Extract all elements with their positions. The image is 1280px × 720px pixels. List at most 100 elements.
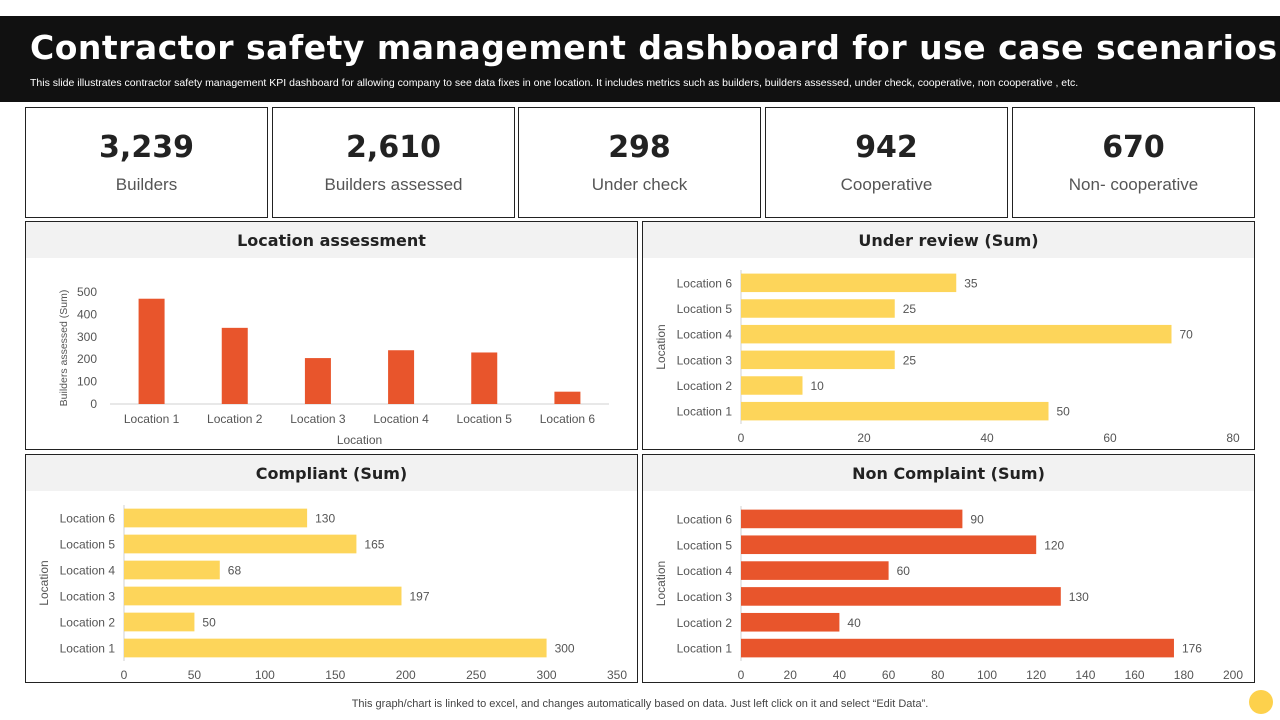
x-tick-label: 120: [1026, 668, 1046, 682]
y-axis-label: Location: [654, 324, 668, 369]
data-label: 40: [847, 616, 861, 630]
bar: [388, 350, 415, 404]
bar: [124, 612, 195, 632]
data-label: 60: [897, 564, 911, 578]
y-tick-label: Location 5: [60, 538, 116, 552]
x-tick-label: 300: [537, 668, 557, 682]
kpi-card-cooperative: 942 Cooperative: [765, 107, 1008, 218]
y-tick-label: Location 3: [60, 590, 116, 604]
x-tick-label: 50: [188, 668, 202, 682]
bar: [124, 638, 547, 658]
kpi-label: Builders assessed: [324, 175, 463, 194]
x-tick-label: Location 2: [207, 412, 263, 426]
bar: [741, 612, 840, 632]
x-tick-label: 200: [1223, 668, 1243, 682]
x-axis-label: Location: [337, 433, 382, 447]
kpi-card-non-cooperative: 670 Non- cooperative: [1012, 107, 1255, 218]
y-tick-label: 500: [77, 285, 97, 299]
x-tick-label: Location 1: [124, 412, 180, 426]
data-label: 70: [1180, 328, 1194, 342]
y-tick-label: Location 3: [677, 353, 733, 367]
x-tick-label: 60: [882, 668, 896, 682]
bar: [741, 638, 1174, 658]
y-tick-label: Location 4: [60, 564, 116, 578]
x-tick-label: 80: [1226, 431, 1240, 445]
x-tick-label: 40: [833, 668, 847, 682]
y-tick-label: Location 5: [677, 538, 733, 552]
y-tick-label: Location 2: [677, 616, 733, 630]
bar: [741, 587, 1061, 606]
y-tick-label: 400: [77, 307, 97, 321]
under-review-panel: Under review (Sum) Location 1 50 Location …: [642, 221, 1255, 450]
x-tick-label: 0: [121, 668, 128, 682]
chart-title: Location assessment: [26, 222, 637, 258]
kpi-card-under-check: 298 Under check: [518, 107, 761, 218]
x-tick-label: 20: [857, 431, 871, 445]
data-label: 50: [202, 616, 216, 630]
page-title: Contractor safety management dashboard f…: [30, 28, 1278, 67]
y-tick-label: Location 5: [677, 302, 733, 316]
kpi-label: Non- cooperative: [1068, 175, 1199, 194]
bar: [124, 508, 308, 528]
data-label: 130: [1069, 590, 1089, 604]
bar: [124, 534, 357, 554]
data-label: 176: [1182, 642, 1202, 656]
bar: [124, 560, 220, 580]
bar: [124, 586, 402, 606]
x-tick-label: Location 4: [373, 412, 429, 426]
non-compliant-chart: Location 1 176 Location 2 40 Location 3 130 Lo…: [654, 506, 1243, 682]
data-label: 25: [903, 353, 917, 367]
bar: [304, 358, 331, 404]
data-label: 10: [811, 379, 825, 393]
x-tick-label: 0: [738, 668, 745, 682]
y-tick-label: Location 2: [677, 379, 733, 393]
kpi-label: Under check: [591, 175, 688, 194]
kpi-value: 3,239: [99, 130, 194, 165]
x-tick-label: 20: [784, 668, 798, 682]
data-label: 68: [228, 564, 242, 578]
x-tick-label: 350: [607, 668, 627, 682]
x-tick-label: 100: [977, 668, 997, 682]
bar: [741, 561, 889, 580]
data-label: 35: [964, 276, 978, 290]
x-tick-label: 0: [738, 431, 745, 445]
data-label: 120: [1044, 538, 1064, 552]
x-tick-label: 250: [466, 668, 486, 682]
y-tick-label: Location 4: [677, 564, 733, 578]
y-tick-label: 0: [90, 397, 97, 411]
page-subtitle: This slide illustrates contractor safety…: [30, 77, 1079, 89]
decorative-dot: [1249, 690, 1273, 714]
y-tick-label: Location 2: [60, 616, 116, 630]
y-axis-label: Builders assessed (Sum): [58, 290, 70, 407]
bar: [741, 376, 803, 395]
x-tick-label: 200: [396, 668, 416, 682]
data-label: 90: [970, 512, 984, 526]
x-tick-label: 180: [1174, 668, 1194, 682]
y-tick-label: Location 1: [677, 642, 733, 656]
footer-note: This graph/chart is linked to excel, and…: [351, 698, 929, 710]
y-tick-label: Location 6: [677, 512, 733, 526]
bar: [741, 324, 1172, 344]
under-review-chart: Location 1 50 Location 2 10 Location 3 25 Loca…: [654, 270, 1240, 445]
x-tick-label: 140: [1075, 668, 1095, 682]
kpi-value: 298: [608, 130, 671, 165]
y-tick-label: Location 4: [677, 328, 733, 342]
x-tick-label: 150: [325, 668, 345, 682]
data-label: 50: [1057, 405, 1071, 419]
bar: [741, 350, 895, 370]
y-tick-label: 200: [77, 352, 97, 366]
location-assessment-panel: Location assessment 0 100 200 300 400 500 Loca…: [25, 221, 638, 450]
kpi-card-builders-assessed: 2,610 Builders assessed: [272, 107, 515, 218]
kpi-value: 942: [855, 130, 918, 165]
y-axis-label: Location: [654, 561, 668, 606]
data-label: 197: [409, 590, 429, 604]
data-label: 300: [555, 642, 575, 656]
x-tick-label: 160: [1125, 668, 1145, 682]
header-banner: Contractor safety management dashboard f…: [0, 16, 1280, 102]
kpi-label: Builders: [115, 175, 178, 194]
bar: [554, 391, 581, 404]
y-tick-label: Location 6: [60, 512, 116, 526]
kpi-value: 670: [1102, 130, 1165, 165]
